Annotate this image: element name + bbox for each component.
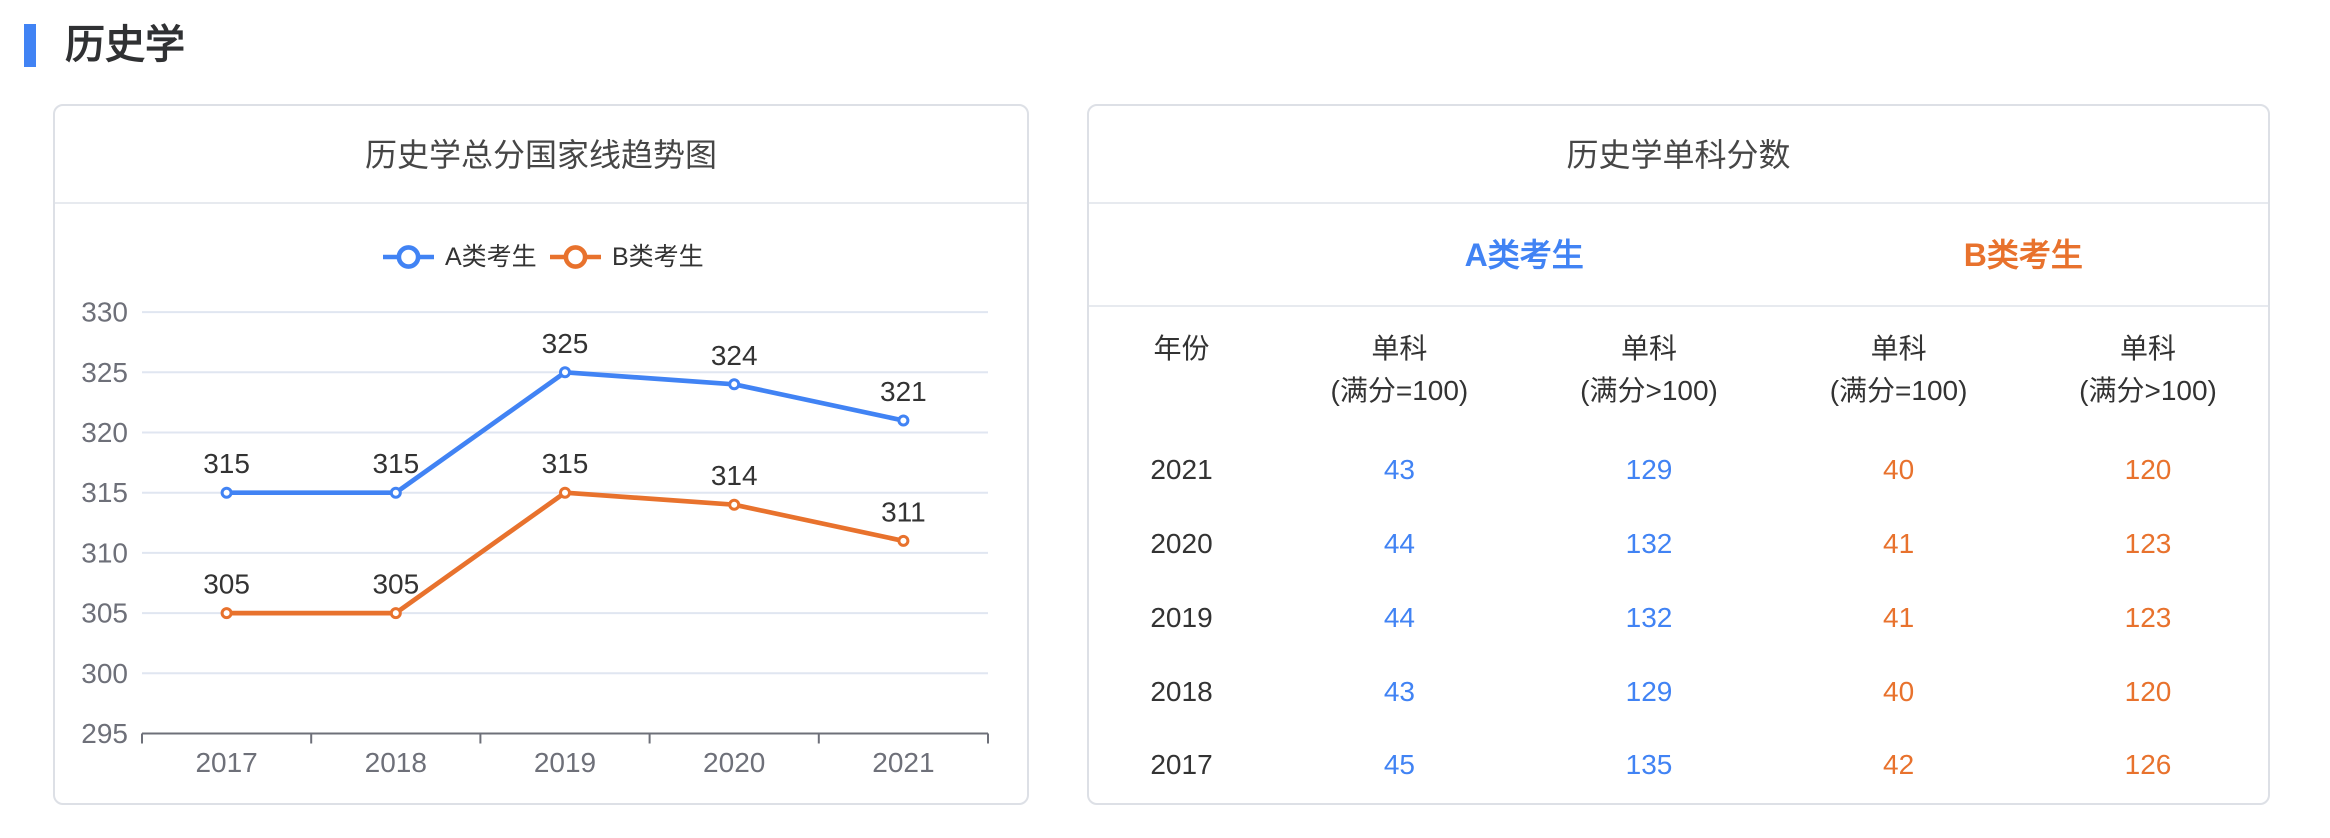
svg-text:B类考生: B类考生 <box>612 243 704 271</box>
svg-text:325: 325 <box>81 357 128 388</box>
svg-text:315: 315 <box>372 448 419 479</box>
svg-text:A类考生: A类考生 <box>445 243 537 271</box>
svg-text:315: 315 <box>203 448 250 479</box>
svg-text:2021: 2021 <box>872 747 934 778</box>
svg-text:2017: 2017 <box>195 747 257 778</box>
svg-text:295: 295 <box>81 718 128 749</box>
svg-text:305: 305 <box>81 598 128 629</box>
svg-text:314: 314 <box>711 460 758 491</box>
svg-text:325: 325 <box>542 328 589 359</box>
svg-text:2020: 2020 <box>703 747 765 778</box>
svg-text:321: 321 <box>880 376 927 407</box>
svg-text:320: 320 <box>81 417 128 448</box>
svg-text:305: 305 <box>203 569 250 600</box>
svg-text:315: 315 <box>81 477 128 508</box>
svg-text:300: 300 <box>81 658 128 689</box>
svg-text:315: 315 <box>542 448 589 479</box>
svg-text:2018: 2018 <box>365 747 427 778</box>
svg-text:311: 311 <box>881 496 926 527</box>
svg-text:305: 305 <box>372 569 419 600</box>
svg-text:2019: 2019 <box>534 747 596 778</box>
svg-text:324: 324 <box>711 340 758 371</box>
svg-text:310: 310 <box>81 537 128 568</box>
svg-text:330: 330 <box>81 297 128 328</box>
